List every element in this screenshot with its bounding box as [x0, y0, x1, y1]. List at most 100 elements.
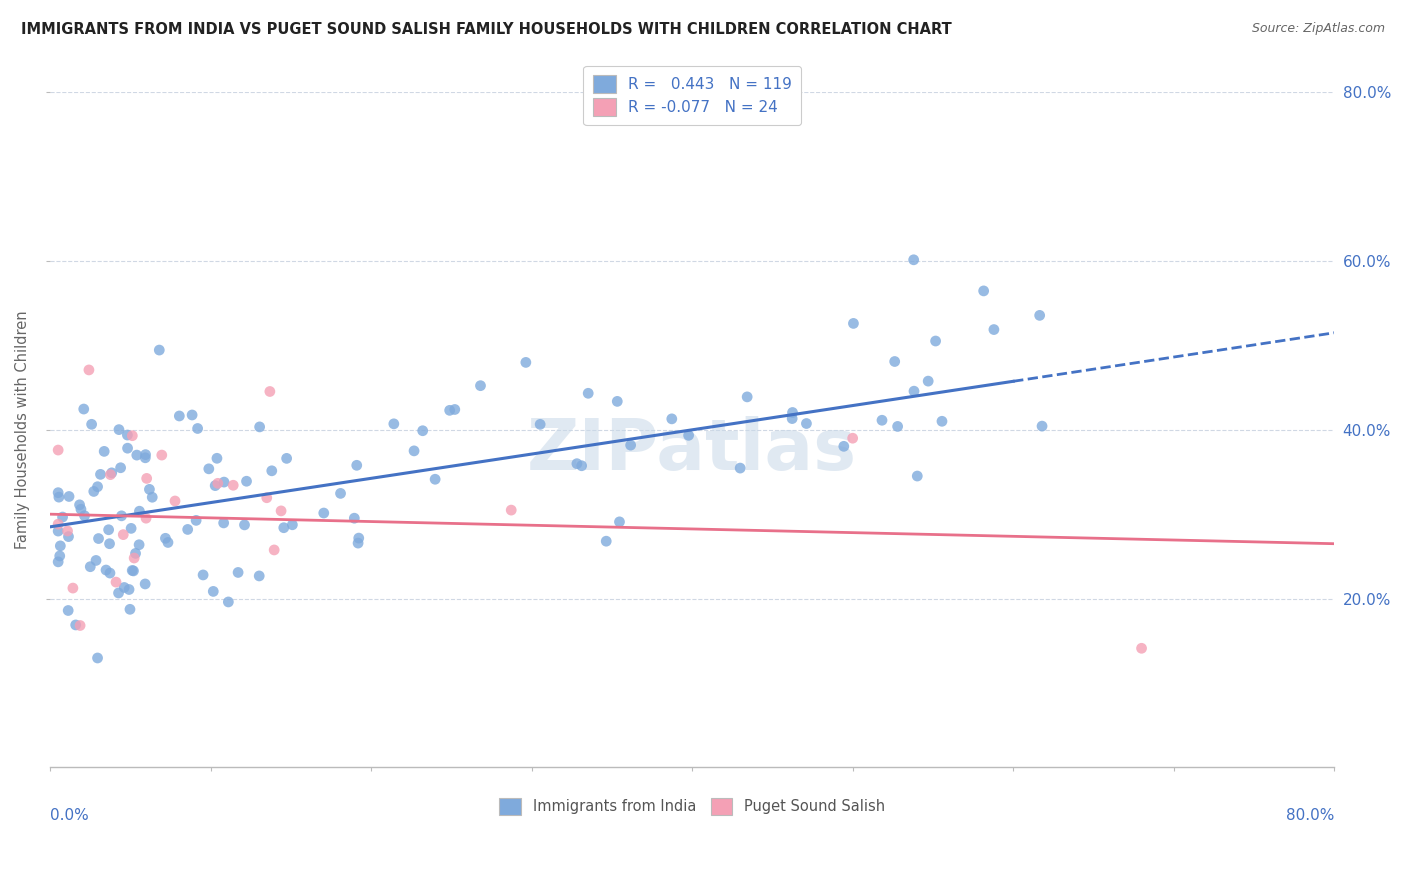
Point: [198, 462, 221, 476]
Point: [273, 521, 295, 535]
Point: [661, 412, 683, 426]
Point: [281, 517, 304, 532]
Point: [135, 471, 157, 485]
Point: [138, 483, 160, 497]
Point: [609, 515, 631, 529]
Point: [100, 467, 122, 482]
Point: [117, 441, 139, 455]
Point: [48, 549, 70, 563]
Point: [141, 490, 163, 504]
Point: [122, 551, 145, 566]
Point: [423, 472, 446, 486]
Point: [121, 428, 143, 442]
Point: [205, 451, 228, 466]
Point: [883, 354, 905, 368]
Point: [276, 451, 298, 466]
Point: [77, 363, 100, 377]
Point: [110, 460, 132, 475]
Point: [48, 490, 70, 504]
Point: [83, 484, 105, 499]
Point: [983, 322, 1005, 336]
Point: [46, 443, 69, 458]
Point: [903, 252, 925, 267]
Point: [343, 511, 366, 525]
Point: [439, 403, 461, 417]
Point: [118, 582, 141, 597]
Point: [903, 384, 925, 399]
Point: [110, 508, 132, 523]
Point: [402, 443, 425, 458]
Point: [565, 457, 588, 471]
Point: [156, 535, 179, 549]
Point: [100, 466, 122, 480]
Point: [187, 421, 209, 435]
Point: [222, 478, 245, 492]
Point: [212, 475, 235, 489]
Point: [917, 374, 939, 388]
Point: [312, 506, 335, 520]
Point: [931, 414, 953, 428]
Point: [155, 531, 177, 545]
Point: [135, 448, 157, 462]
Point: [260, 464, 283, 478]
Point: [148, 343, 170, 357]
Point: [122, 564, 145, 578]
Point: [515, 355, 537, 369]
Point: [56, 524, 79, 538]
Point: [128, 538, 150, 552]
Point: [108, 423, 131, 437]
Point: [65, 618, 87, 632]
Point: [263, 543, 285, 558]
Point: [79, 559, 101, 574]
Point: [1130, 641, 1153, 656]
Point: [529, 417, 551, 432]
Point: [780, 411, 803, 425]
Point: [256, 491, 278, 505]
Point: [184, 513, 207, 527]
Point: [86, 651, 108, 665]
Point: [841, 431, 863, 445]
Point: [56, 603, 79, 617]
Point: [235, 475, 257, 489]
Point: [181, 408, 204, 422]
Text: IMMIGRANTS FROM INDIA VS PUGET SOUND SALISH FAMILY HOUSEHOLDS WITH CHILDREN CORR: IMMIGRANTS FROM INDIA VS PUGET SOUND SAL…: [21, 22, 952, 37]
Point: [112, 527, 135, 541]
Point: [89, 467, 111, 482]
Point: [128, 504, 150, 518]
Point: [70, 502, 93, 516]
Text: Source: ZipAtlas.com: Source: ZipAtlas.com: [1251, 22, 1385, 36]
Point: [233, 517, 256, 532]
Point: [80, 417, 103, 432]
Point: [46, 517, 69, 532]
Point: [728, 461, 751, 475]
Point: [571, 458, 593, 473]
Point: [249, 420, 271, 434]
Text: 0.0%: 0.0%: [51, 808, 89, 822]
Point: [329, 486, 352, 500]
Point: [134, 577, 156, 591]
Point: [121, 564, 143, 578]
Point: [443, 402, 465, 417]
Point: [69, 498, 91, 512]
Text: 80.0%: 80.0%: [1286, 808, 1334, 822]
Point: [163, 494, 186, 508]
Point: [124, 546, 146, 560]
Point: [204, 478, 226, 492]
Point: [796, 417, 818, 431]
Point: [782, 405, 804, 419]
Point: [46, 485, 69, 500]
Point: [886, 419, 908, 434]
Point: [735, 390, 758, 404]
Point: [347, 536, 370, 550]
Point: [973, 284, 995, 298]
Point: [120, 521, 142, 535]
Point: [842, 317, 865, 331]
Point: [135, 511, 157, 525]
Point: [49, 539, 72, 553]
Point: [191, 568, 214, 582]
Point: [169, 409, 191, 423]
Point: [134, 450, 156, 465]
Point: [270, 504, 292, 518]
Point: [678, 428, 700, 442]
Point: [46, 555, 69, 569]
